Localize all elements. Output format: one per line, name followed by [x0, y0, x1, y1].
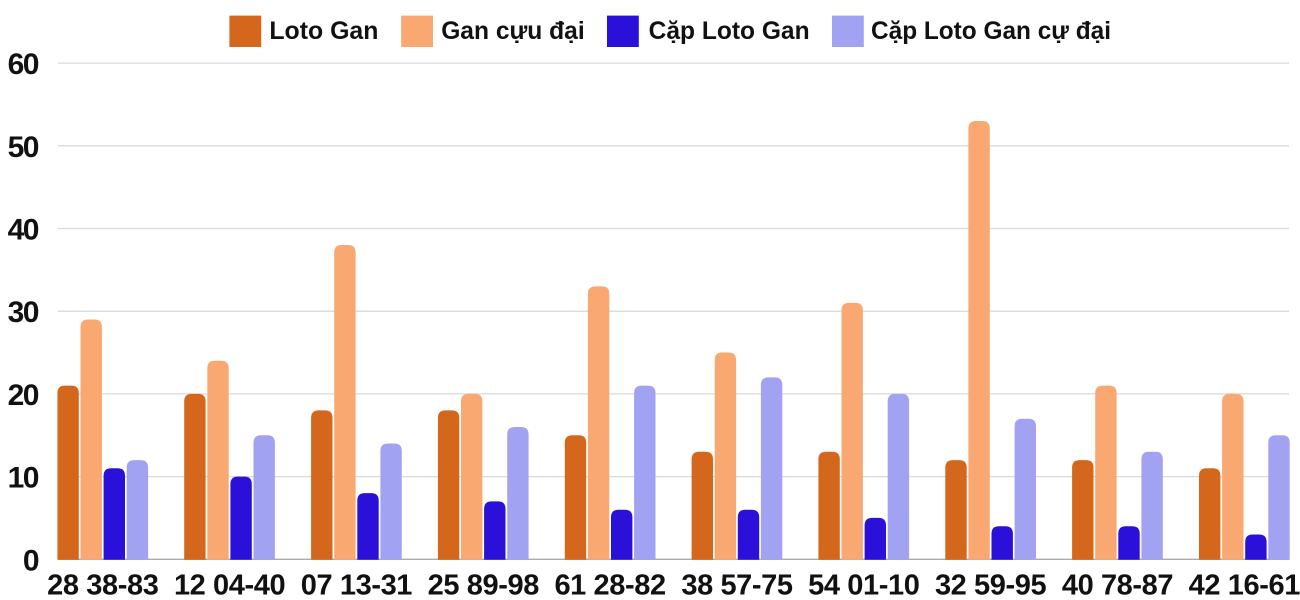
svg-text:38 57-75: 38 57-75: [681, 570, 793, 600]
svg-text:Cặp Loto Gan cự đại: Cặp Loto Gan cự đại: [871, 17, 1111, 45]
svg-text:42 16-61: 42 16-61: [1189, 570, 1300, 600]
svg-text:Cặp Loto Gan: Cặp Loto Gan: [649, 17, 810, 45]
svg-text:60: 60: [8, 48, 39, 81]
svg-text:40: 40: [8, 214, 39, 247]
svg-text:40 78-87: 40 78-87: [1062, 570, 1173, 600]
svg-text:28 38-83: 28 38-83: [47, 570, 159, 600]
svg-text:61 28-82: 61 28-82: [554, 570, 665, 600]
svg-text:Loto Gan: Loto Gan: [269, 17, 378, 45]
svg-text:50: 50: [8, 131, 39, 164]
svg-text:32 59-95: 32 59-95: [935, 570, 1047, 600]
svg-text:0: 0: [23, 544, 39, 577]
svg-text:30: 30: [8, 296, 39, 329]
svg-text:10: 10: [8, 462, 39, 495]
svg-text:25 89-98: 25 89-98: [428, 570, 540, 600]
svg-text:Gan cựu đại: Gan cựu đại: [441, 17, 585, 45]
svg-text:07 13-31: 07 13-31: [301, 570, 413, 600]
svg-text:54 01-10: 54 01-10: [808, 570, 919, 600]
svg-text:12 04-40: 12 04-40: [174, 570, 285, 600]
svg-text:20: 20: [8, 379, 39, 412]
